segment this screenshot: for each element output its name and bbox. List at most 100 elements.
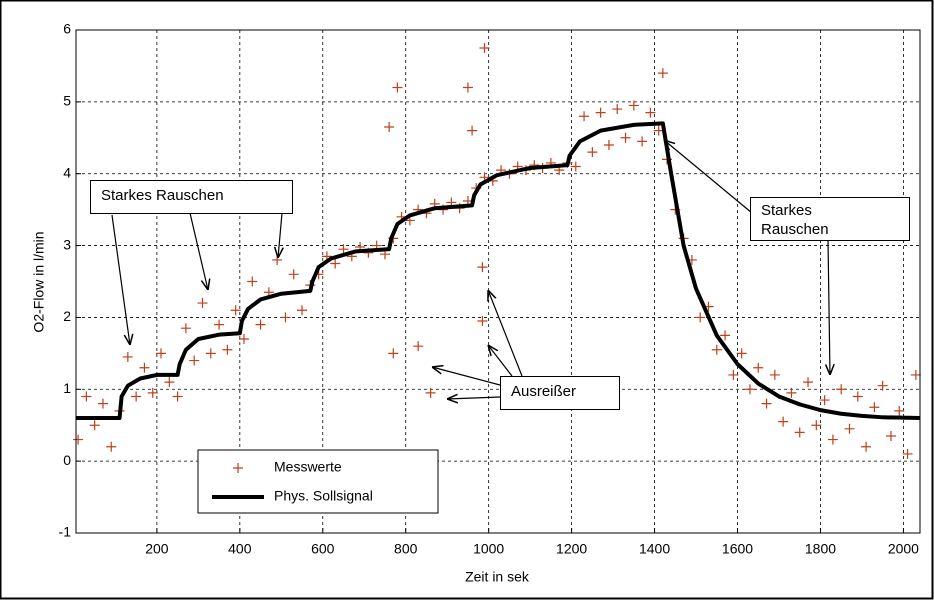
data-point [657,68,668,79]
data-point [180,323,191,334]
plot-frame [75,29,921,534]
data-point [695,312,706,323]
data-point [477,316,488,327]
x-tick-label: 1600 [722,541,753,557]
arrow [664,140,753,214]
data-point [288,269,299,280]
data-point [81,391,92,402]
data-point [794,427,805,438]
data-point [280,312,291,323]
data-point [172,391,183,402]
data-point [122,351,133,362]
data-point [579,111,590,122]
data-point [711,344,722,355]
annotation-arrows [111,140,830,399]
annotation: Starkes Rauschen [750,197,910,241]
x-tick-label: 1400 [639,541,670,557]
data-point [89,420,100,431]
y-tick-label: 5 [63,93,71,109]
data-point [238,333,249,344]
x-tick-label: 400 [228,541,252,557]
data-point [73,434,84,445]
data-point [877,380,888,391]
x-tick-label: 1000 [473,541,504,557]
data-point [612,104,623,115]
data-point [894,405,905,416]
data-point [189,355,200,366]
annotation: Starkes Rauschen [90,180,293,214]
data-point [736,348,747,359]
data-point [479,42,490,53]
data-point [852,391,863,402]
data-point [811,420,822,431]
legend-symbol [233,463,243,473]
data-point [156,348,167,359]
data-point [819,395,830,406]
data-point [595,107,606,118]
x-tick-label: 1800 [805,541,836,557]
data-point [97,398,108,409]
arrow [488,345,513,377]
data-point [197,298,208,309]
data-point [164,377,175,388]
data-point [753,362,764,373]
data-point [338,244,349,255]
data-point [869,402,880,413]
data-point [910,369,921,380]
y-tick-label: 4 [63,164,71,180]
data-point [836,384,847,395]
data-point [477,262,488,273]
data-point [222,344,233,355]
data-point [803,377,814,388]
data-point [255,319,266,330]
data-point [587,147,598,158]
data-point [247,276,258,287]
data-point [230,305,241,316]
y-axis-label: O2-Flow in l/min [31,231,47,332]
data-point [392,82,403,93]
data-point [885,430,896,441]
y-tick-label: 3 [63,236,71,252]
data-point [297,305,308,316]
data-point [384,122,395,133]
arrow [828,239,830,375]
x-tick-label: 800 [394,541,418,557]
arrow [447,397,501,399]
arrow [432,367,501,386]
data-point [744,384,755,395]
data-point [425,387,436,398]
data-point [603,139,614,150]
x-tick-label: 1200 [556,541,587,557]
data-point [786,387,797,398]
data-line [76,121,921,421]
data-point [330,258,341,269]
data-point [147,387,158,398]
data-point [761,398,772,409]
x-tick-label: 600 [311,541,335,557]
annotation-text: Starkes Rauschen [761,202,829,238]
y-tick-label: 1 [63,380,71,396]
arrow [278,212,282,258]
arrow [189,212,208,290]
data-point [139,362,150,373]
arrow [488,290,523,377]
x-axis-label: Zeit in sek [465,569,530,585]
data-point [637,136,648,147]
arrow [111,214,130,345]
data-point [778,416,789,427]
data-point [205,348,216,359]
data-point [720,330,731,341]
data-point [214,319,225,330]
data-point [827,434,838,445]
data-point [861,441,872,452]
x-tick-label: 2000 [888,541,919,557]
legend-label: Phys. Sollsignal [274,488,373,504]
data-point [628,100,639,111]
data-point [645,107,656,118]
data-point [902,448,913,459]
data-point [570,161,581,172]
y-tick-label: 2 [63,308,71,324]
data-point [413,341,424,352]
